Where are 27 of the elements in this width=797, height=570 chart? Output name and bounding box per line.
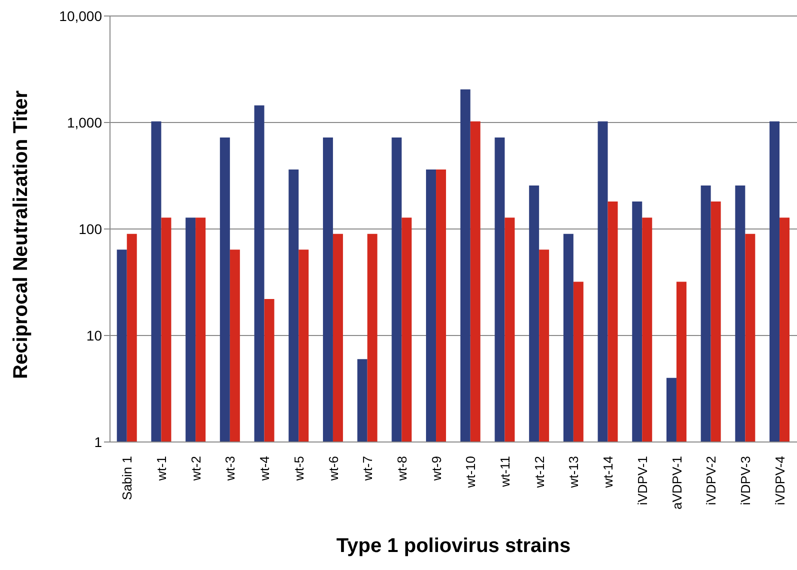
x-tick-label: aVDPV-1 [669, 456, 684, 510]
y-tick-label: 1,000 [66, 114, 102, 130]
y-tick-label: 10,000 [59, 8, 102, 24]
y-axis-title: Reciprocal Neutralization Titer [10, 90, 32, 379]
x-tick-label: wt-11 [498, 456, 513, 488]
x-tick-label: wt-5 [291, 456, 306, 482]
x-tick-label: iVDPV-4 [772, 456, 788, 506]
x-tick-label: wt-9 [428, 456, 444, 482]
x-tick-label: wt-8 [394, 456, 410, 482]
x-tick-label: wt-14 [600, 456, 616, 489]
x-tick-label: iVDPV-1 [634, 456, 650, 506]
x-tick-label: Sabin 1 [120, 456, 135, 500]
x-tick-label: wt-10 [463, 456, 478, 489]
x-tick-label: wt-1 [154, 456, 170, 482]
x-tick-label: wt-3 [222, 456, 238, 482]
y-tick-label: 10 [86, 327, 102, 344]
y-tick-label: 100 [78, 220, 102, 237]
y-tick-label: 1 [94, 434, 102, 450]
x-tick-label: wt-7 [360, 456, 376, 482]
x-tick-label: iVDPV-3 [738, 456, 753, 506]
x-tick-label: iVDPV-2 [704, 456, 719, 506]
x-tick-label: wt-4 [257, 456, 272, 482]
x-axis-title: Type 1 poliovirus strains [336, 535, 571, 557]
x-tick-label: wt-2 [188, 456, 204, 482]
x-tick-label: wt-13 [566, 456, 582, 489]
x-tick-label: wt-6 [326, 456, 341, 482]
x-tick-label: wt-12 [532, 456, 547, 489]
